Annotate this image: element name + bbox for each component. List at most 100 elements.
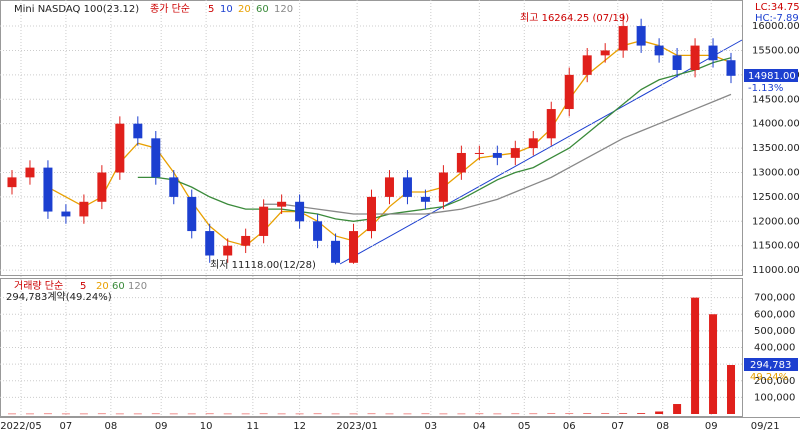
volume-bar (565, 413, 574, 415)
ma-period: 5 (208, 4, 214, 15)
candle-body (420, 196, 430, 202)
trend-line (339, 39, 743, 265)
volume-bar (673, 404, 682, 414)
volume-bar (277, 413, 286, 415)
volume-bar (583, 413, 592, 414)
volume-period: 5 (80, 281, 86, 292)
ma-period: 20 (238, 4, 251, 15)
candle-body (43, 167, 53, 212)
ma-period: 120 (274, 4, 293, 15)
volume-bar (457, 413, 466, 415)
volume-tick-label: 700,000 (754, 293, 795, 304)
volume-bar (61, 413, 70, 415)
candle-body (564, 74, 574, 110)
volume-bar (151, 413, 160, 415)
x-tick-label: 11 (246, 421, 259, 432)
volume-bar (385, 413, 394, 415)
x-tick-label: 09 (155, 421, 168, 432)
x-tick-label: 05 (518, 421, 531, 432)
volume-bar (655, 411, 664, 414)
volume-bar (97, 413, 106, 415)
x-tick-label: 03 (424, 421, 437, 432)
volume-bar (205, 413, 214, 415)
y-tick-label: 15500.00 (752, 45, 800, 56)
candle-body (726, 60, 736, 76)
candle-body (133, 123, 143, 139)
x-tick-label: 06 (563, 421, 576, 432)
volume-bar (223, 413, 232, 415)
volume-bar (511, 413, 520, 415)
candle-body (456, 152, 466, 173)
candle-body (79, 201, 89, 217)
volume-tick-label: 200,000 (754, 376, 795, 387)
volume-bar (619, 413, 628, 414)
x-tick-label: 09 (705, 421, 718, 432)
candle-body (25, 167, 35, 178)
last-price-box (744, 69, 798, 82)
x-tick-label: 08 (656, 421, 669, 432)
low-note: 최저 11118.00(12/28) (210, 259, 316, 271)
candle-body (97, 172, 107, 202)
y-tick-label: 12000.00 (752, 216, 800, 227)
candle-body (510, 148, 520, 158)
ma-line (137, 57, 732, 222)
last-price: 14981.00 (748, 71, 796, 82)
ma-period: 10 (220, 4, 233, 15)
volume-bar (115, 413, 124, 415)
volume-bar (691, 297, 700, 414)
candle-body (295, 201, 305, 222)
volume-bar (367, 413, 376, 415)
volume-last: 294,783 (750, 360, 791, 371)
candle-body (367, 196, 376, 232)
candle-body (115, 123, 125, 173)
volume-period: 20 (96, 281, 109, 292)
candle-body (618, 26, 628, 51)
candle-body (259, 206, 269, 236)
high-note: 최고 16264.25 (07/19) (520, 12, 629, 24)
x-tick-label: 10 (200, 421, 213, 432)
volume-last-pct: 49.24% (750, 372, 788, 383)
candle-body (528, 138, 538, 149)
volume-tick-label: 100,000 (754, 392, 795, 403)
y-tick-label: 13000.00 (752, 167, 800, 178)
hc: HC:-7.89 (755, 13, 799, 24)
volume-bar (601, 413, 610, 414)
volume-bar (727, 364, 736, 414)
volume-bar (187, 413, 196, 415)
candle-body (241, 235, 251, 246)
x-tick-label: 07 (611, 421, 624, 432)
candle-body (151, 138, 161, 178)
volume-bar (43, 413, 52, 415)
candle-body (690, 45, 700, 70)
x-tick-label: 04 (473, 421, 486, 432)
x-tick-label: 12 (293, 421, 306, 432)
candle-body (438, 172, 448, 202)
volume-tick-label: 500,000 (754, 326, 795, 337)
volume-bar (259, 413, 268, 415)
volume-bar (133, 413, 142, 415)
y-tick-label: 11500.00 (752, 241, 800, 252)
volume-bar (313, 413, 322, 415)
ma-period: 60 (256, 4, 269, 15)
volume-bar (403, 413, 412, 415)
candle-body (708, 45, 718, 61)
volume-note: 294,783계약(49.24%) (6, 291, 112, 303)
x-tick-label: 07 (60, 421, 73, 432)
candle-body (600, 50, 610, 56)
volume-bar (295, 413, 304, 415)
chart-title: Mini NASDAQ 100(23.12) (14, 4, 139, 15)
volume-tick-label: 600,000 (754, 309, 795, 320)
candle-body (492, 152, 502, 158)
candle-body (61, 211, 71, 217)
lc: LC:34.75 (755, 2, 800, 13)
candle-body (331, 240, 341, 263)
candle-body (654, 45, 664, 56)
ma-line (47, 40, 732, 247)
y-tick-label: 16000.00 (752, 21, 800, 32)
x-tick-label: 08 (104, 421, 117, 432)
volume-last-box (744, 358, 798, 371)
candle-body (636, 26, 646, 46)
candle-body (205, 231, 215, 256)
volume-bar (349, 413, 358, 415)
